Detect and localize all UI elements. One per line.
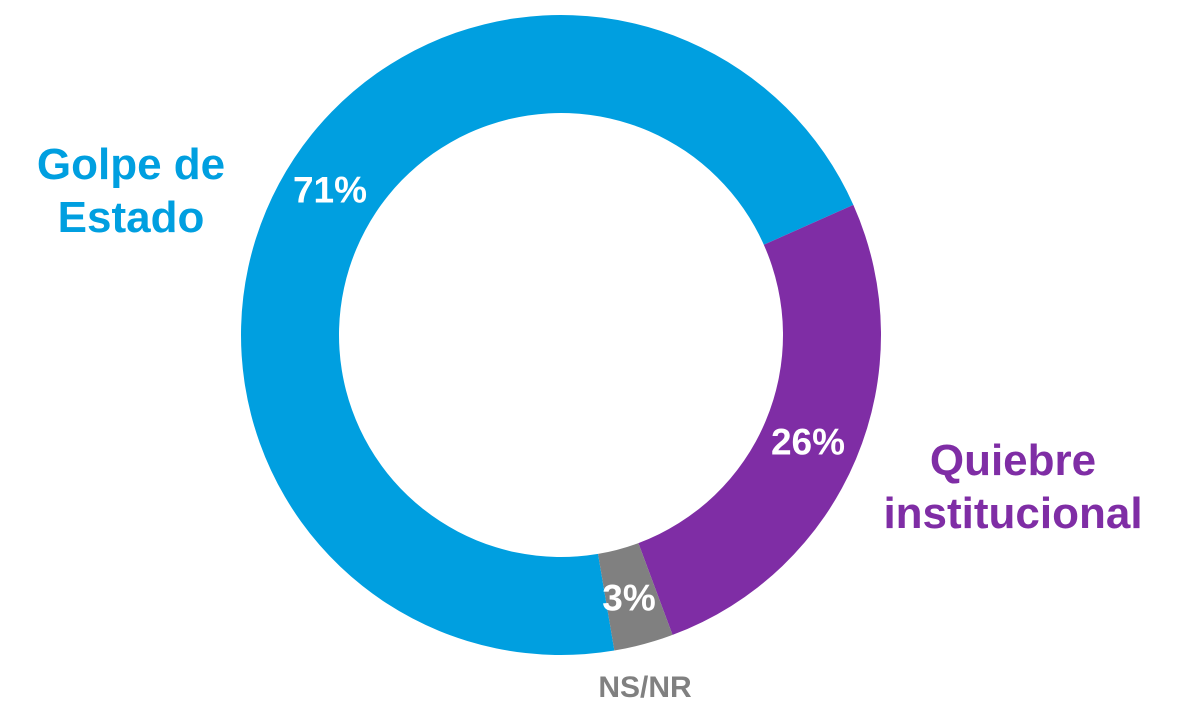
category-label: NS/NR	[598, 671, 692, 704]
donut-slice	[598, 543, 673, 651]
value-label: 26%	[771, 422, 845, 463]
value-label: 71%	[293, 170, 367, 211]
value-label: 3%	[602, 578, 655, 619]
category-label: Quiebre institucional	[883, 436, 1143, 538]
category-label: Golpe de Estado	[36, 140, 226, 242]
donut-slice	[638, 204, 881, 635]
donut-slice	[241, 15, 854, 656]
